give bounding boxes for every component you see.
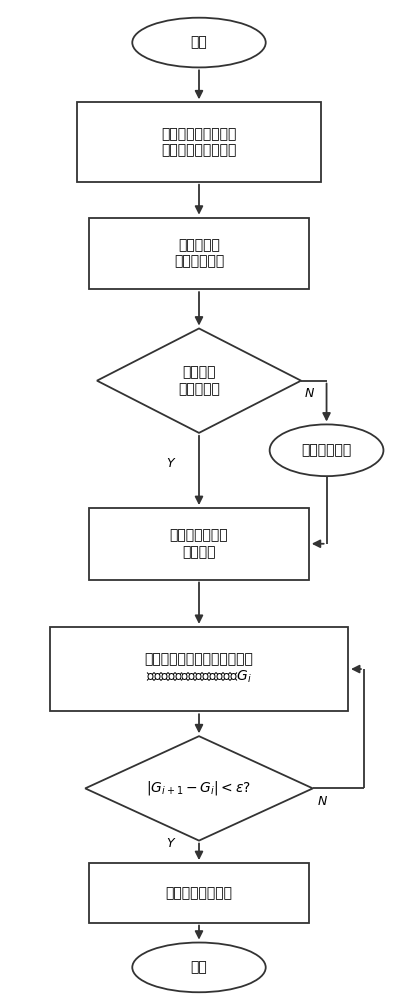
Text: Y: Y xyxy=(166,837,174,850)
Text: $|G_{i+1}-G_i|<\varepsilon$?: $|G_{i+1}-G_i|<\varepsilon$? xyxy=(146,779,252,797)
Text: 剔除该点数据: 剔除该点数据 xyxy=(301,443,352,457)
Text: N: N xyxy=(305,387,314,400)
Text: 取关键负荷点的
功率数据: 取关键负荷点的 功率数据 xyxy=(170,529,228,559)
Text: N: N xyxy=(318,795,327,808)
Text: 偏差较大
变化频繁？: 偏差较大 变化频繁？ xyxy=(178,366,220,396)
Text: 采集选点的功率数据
得到负荷不平衡特性: 采集选点的功率数据 得到负荷不平衡特性 xyxy=(161,127,237,157)
FancyBboxPatch shape xyxy=(77,102,321,182)
Text: 进行预调整
找关键负荷点: 进行预调整 找关键负荷点 xyxy=(174,238,224,268)
Text: 得到优化后的布点: 得到优化后的布点 xyxy=(166,886,232,900)
Polygon shape xyxy=(85,736,313,841)
Text: 结束: 结束 xyxy=(191,960,207,974)
FancyBboxPatch shape xyxy=(89,218,309,289)
Text: 逐个把功率数据代入目标函数
在满足约束条件下得到函数值$G_i$: 逐个把功率数据代入目标函数 在满足约束条件下得到函数值$G_i$ xyxy=(144,653,254,685)
FancyBboxPatch shape xyxy=(89,508,309,580)
Ellipse shape xyxy=(132,943,266,992)
Text: 开始: 开始 xyxy=(191,36,207,50)
FancyBboxPatch shape xyxy=(89,863,309,923)
Ellipse shape xyxy=(269,424,383,476)
Ellipse shape xyxy=(132,18,266,67)
Text: Y: Y xyxy=(166,457,174,470)
FancyBboxPatch shape xyxy=(50,627,348,711)
Polygon shape xyxy=(97,328,301,433)
